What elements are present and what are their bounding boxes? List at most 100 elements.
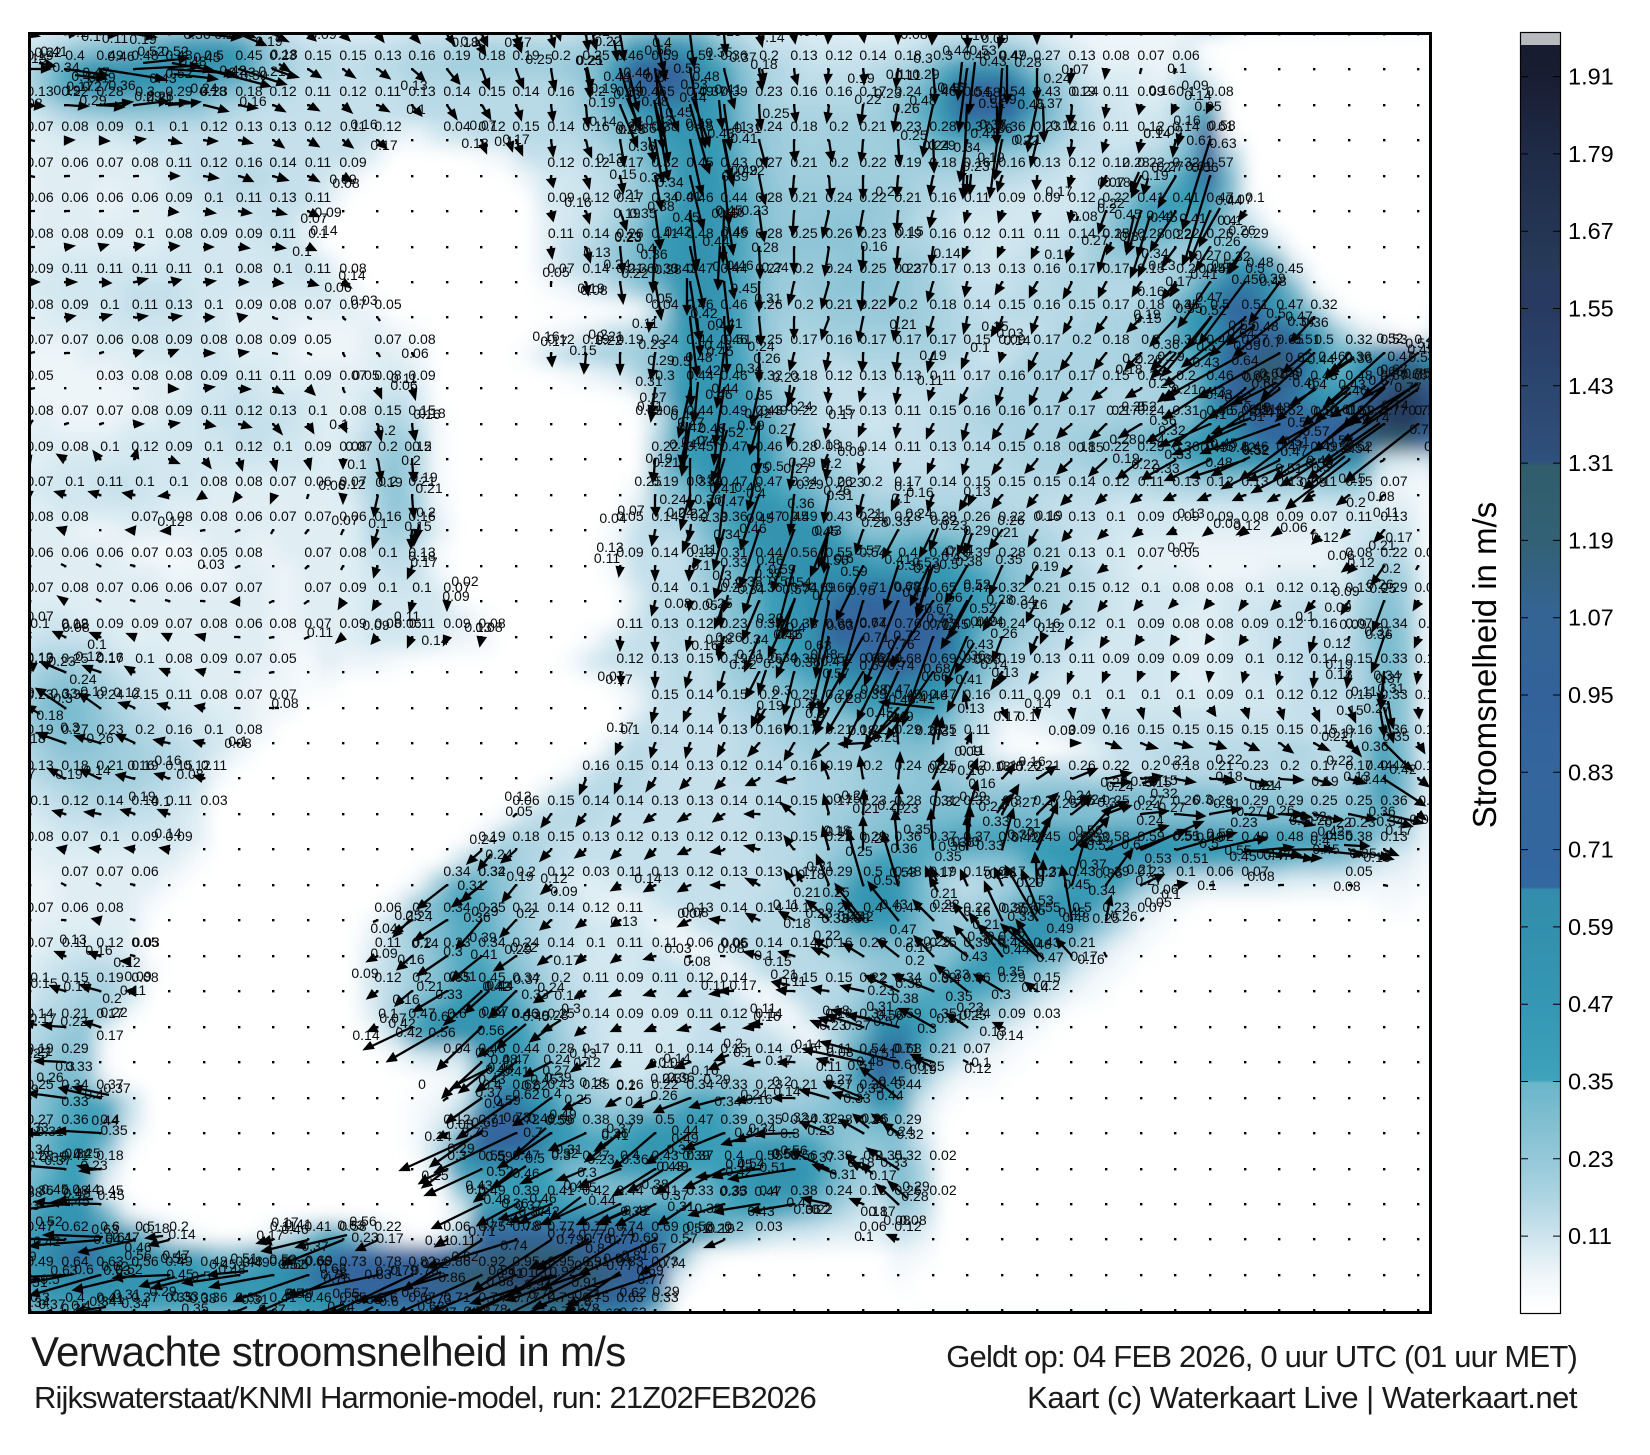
svg-text:0.11: 0.11 bbox=[652, 969, 678, 985]
svg-text:0.16: 0.16 bbox=[1148, 82, 1175, 98]
svg-text:0.09: 0.09 bbox=[1137, 650, 1164, 666]
svg-text:0.21: 0.21 bbox=[790, 189, 817, 205]
svg-text:0.28: 0.28 bbox=[834, 690, 861, 706]
svg-text:0.05: 0.05 bbox=[645, 290, 672, 306]
svg-text:0.33: 0.33 bbox=[976, 837, 1003, 853]
svg-text:1.19: 1.19 bbox=[1568, 527, 1614, 553]
svg-text:0.33: 0.33 bbox=[50, 685, 77, 701]
svg-text:0.15: 0.15 bbox=[30, 975, 57, 991]
svg-text:0.14: 0.14 bbox=[963, 296, 990, 312]
svg-text:0.12: 0.12 bbox=[686, 828, 713, 844]
svg-text:0.15: 0.15 bbox=[1276, 721, 1303, 737]
svg-text:0.1: 0.1 bbox=[1245, 650, 1265, 666]
svg-text:0.19: 0.19 bbox=[588, 94, 615, 110]
svg-text:0.12: 0.12 bbox=[825, 47, 852, 63]
svg-text:0.15: 0.15 bbox=[998, 473, 1025, 489]
svg-text:0.06: 0.06 bbox=[1327, 547, 1354, 563]
svg-text:0.21: 0.21 bbox=[790, 154, 817, 170]
svg-text:0.21: 0.21 bbox=[929, 1040, 956, 1056]
svg-text:0.31: 0.31 bbox=[449, 968, 476, 984]
svg-text:0.21: 0.21 bbox=[991, 524, 1018, 540]
svg-text:0.11: 0.11 bbox=[701, 977, 727, 993]
svg-text:0.2: 0.2 bbox=[616, 1077, 636, 1093]
svg-text:0.26: 0.26 bbox=[86, 730, 113, 746]
svg-text:0.08: 0.08 bbox=[883, 1212, 910, 1228]
svg-text:0.13: 0.13 bbox=[1241, 473, 1268, 489]
svg-text:0.1: 0.1 bbox=[690, 579, 710, 595]
svg-text:0.13: 0.13 bbox=[269, 189, 296, 205]
svg-text:0.58: 0.58 bbox=[1208, 117, 1235, 133]
svg-text:0.1: 0.1 bbox=[273, 438, 293, 454]
svg-text:0.14: 0.14 bbox=[310, 222, 337, 238]
svg-text:0.13: 0.13 bbox=[651, 828, 678, 844]
svg-text:0.11: 0.11 bbox=[201, 402, 227, 418]
svg-text:0.46: 0.46 bbox=[726, 257, 753, 273]
svg-text:0.53: 0.53 bbox=[1026, 892, 1053, 908]
svg-text:0.1: 0.1 bbox=[204, 260, 224, 276]
svg-text:0.24: 0.24 bbox=[405, 908, 432, 924]
svg-text:0.34: 0.34 bbox=[748, 1120, 775, 1136]
svg-text:0.03: 0.03 bbox=[200, 792, 227, 808]
svg-text:0.2: 0.2 bbox=[376, 422, 396, 438]
svg-text:0.18: 0.18 bbox=[929, 296, 956, 312]
svg-text:0.47: 0.47 bbox=[1036, 949, 1063, 965]
svg-text:0.43: 0.43 bbox=[697, 432, 724, 448]
svg-text:0.1: 0.1 bbox=[135, 473, 155, 489]
svg-text:0.51: 0.51 bbox=[978, 95, 1005, 111]
svg-text:0.23: 0.23 bbox=[1148, 257, 1175, 273]
svg-text:0.31: 0.31 bbox=[1377, 680, 1404, 696]
svg-text:0.12: 0.12 bbox=[200, 118, 227, 134]
svg-text:0.29: 0.29 bbox=[149, 1283, 176, 1299]
svg-text:0.1: 0.1 bbox=[204, 189, 224, 205]
svg-text:0.19: 0.19 bbox=[909, 1061, 936, 1077]
svg-text:0.17: 0.17 bbox=[1102, 296, 1129, 312]
svg-text:0.08: 0.08 bbox=[61, 225, 88, 241]
svg-text:0.29: 0.29 bbox=[652, 1283, 679, 1299]
svg-text:0.09: 0.09 bbox=[616, 1005, 643, 1021]
svg-text:0.52: 0.52 bbox=[284, 1285, 311, 1301]
svg-text:0.1: 0.1 bbox=[135, 650, 155, 666]
svg-text:0.18: 0.18 bbox=[408, 548, 435, 564]
svg-text:0.56: 0.56 bbox=[477, 1022, 504, 1038]
svg-text:0.14: 0.14 bbox=[996, 1027, 1023, 1043]
svg-text:0.19: 0.19 bbox=[919, 347, 946, 363]
svg-text:0.13: 0.13 bbox=[1172, 473, 1199, 489]
svg-text:0.09: 0.09 bbox=[235, 225, 262, 241]
svg-text:0.19: 0.19 bbox=[707, 1220, 734, 1236]
svg-text:0.08: 0.08 bbox=[1333, 878, 1360, 894]
svg-text:0.19: 0.19 bbox=[80, 683, 107, 699]
svg-text:0.1: 0.1 bbox=[970, 339, 990, 355]
svg-text:0.44: 0.44 bbox=[942, 42, 969, 58]
svg-text:0.09: 0.09 bbox=[1137, 615, 1164, 631]
svg-text:0.08: 0.08 bbox=[1247, 868, 1274, 884]
svg-text:0.45: 0.45 bbox=[530, 1071, 557, 1087]
svg-text:0.16: 0.16 bbox=[929, 189, 956, 205]
svg-text:0.1: 0.1 bbox=[151, 793, 171, 809]
svg-text:0.74: 0.74 bbox=[1362, 409, 1389, 425]
svg-text:0.41: 0.41 bbox=[40, 43, 67, 59]
svg-text:0.11: 0.11 bbox=[632, 315, 658, 331]
svg-text:0.11: 0.11 bbox=[583, 969, 609, 985]
svg-text:Geldt op: 04 FEB 2026, 0 uur U: Geldt op: 04 FEB 2026, 0 uur UTC (01 uur… bbox=[946, 1339, 1577, 1374]
svg-text:0.17: 0.17 bbox=[370, 137, 397, 153]
svg-text:0: 0 bbox=[418, 1076, 426, 1092]
svg-text:0.35: 0.35 bbox=[39, 1149, 66, 1165]
svg-text:0.45: 0.45 bbox=[1229, 848, 1256, 864]
svg-text:0.52: 0.52 bbox=[1242, 442, 1269, 458]
svg-text:0.14: 0.14 bbox=[616, 792, 643, 808]
svg-text:0.14: 0.14 bbox=[547, 118, 574, 134]
svg-text:0.11: 0.11 bbox=[307, 624, 333, 640]
svg-text:0.07: 0.07 bbox=[1061, 61, 1088, 77]
svg-text:0.36: 0.36 bbox=[667, 1069, 694, 1085]
svg-text:0.09: 0.09 bbox=[304, 367, 331, 383]
svg-text:0.07: 0.07 bbox=[345, 438, 372, 454]
svg-text:0.07: 0.07 bbox=[597, 668, 624, 684]
svg-text:0.41: 0.41 bbox=[1179, 210, 1206, 226]
svg-text:0.16: 0.16 bbox=[1018, 753, 1045, 769]
svg-text:0.1: 0.1 bbox=[1141, 686, 1161, 702]
svg-text:0.68: 0.68 bbox=[319, 1260, 346, 1276]
svg-text:0.36: 0.36 bbox=[627, 260, 654, 276]
svg-text:0.3: 0.3 bbox=[805, 705, 825, 721]
svg-text:0.16: 0.16 bbox=[85, 942, 112, 958]
svg-text:0.14: 0.14 bbox=[269, 154, 296, 170]
